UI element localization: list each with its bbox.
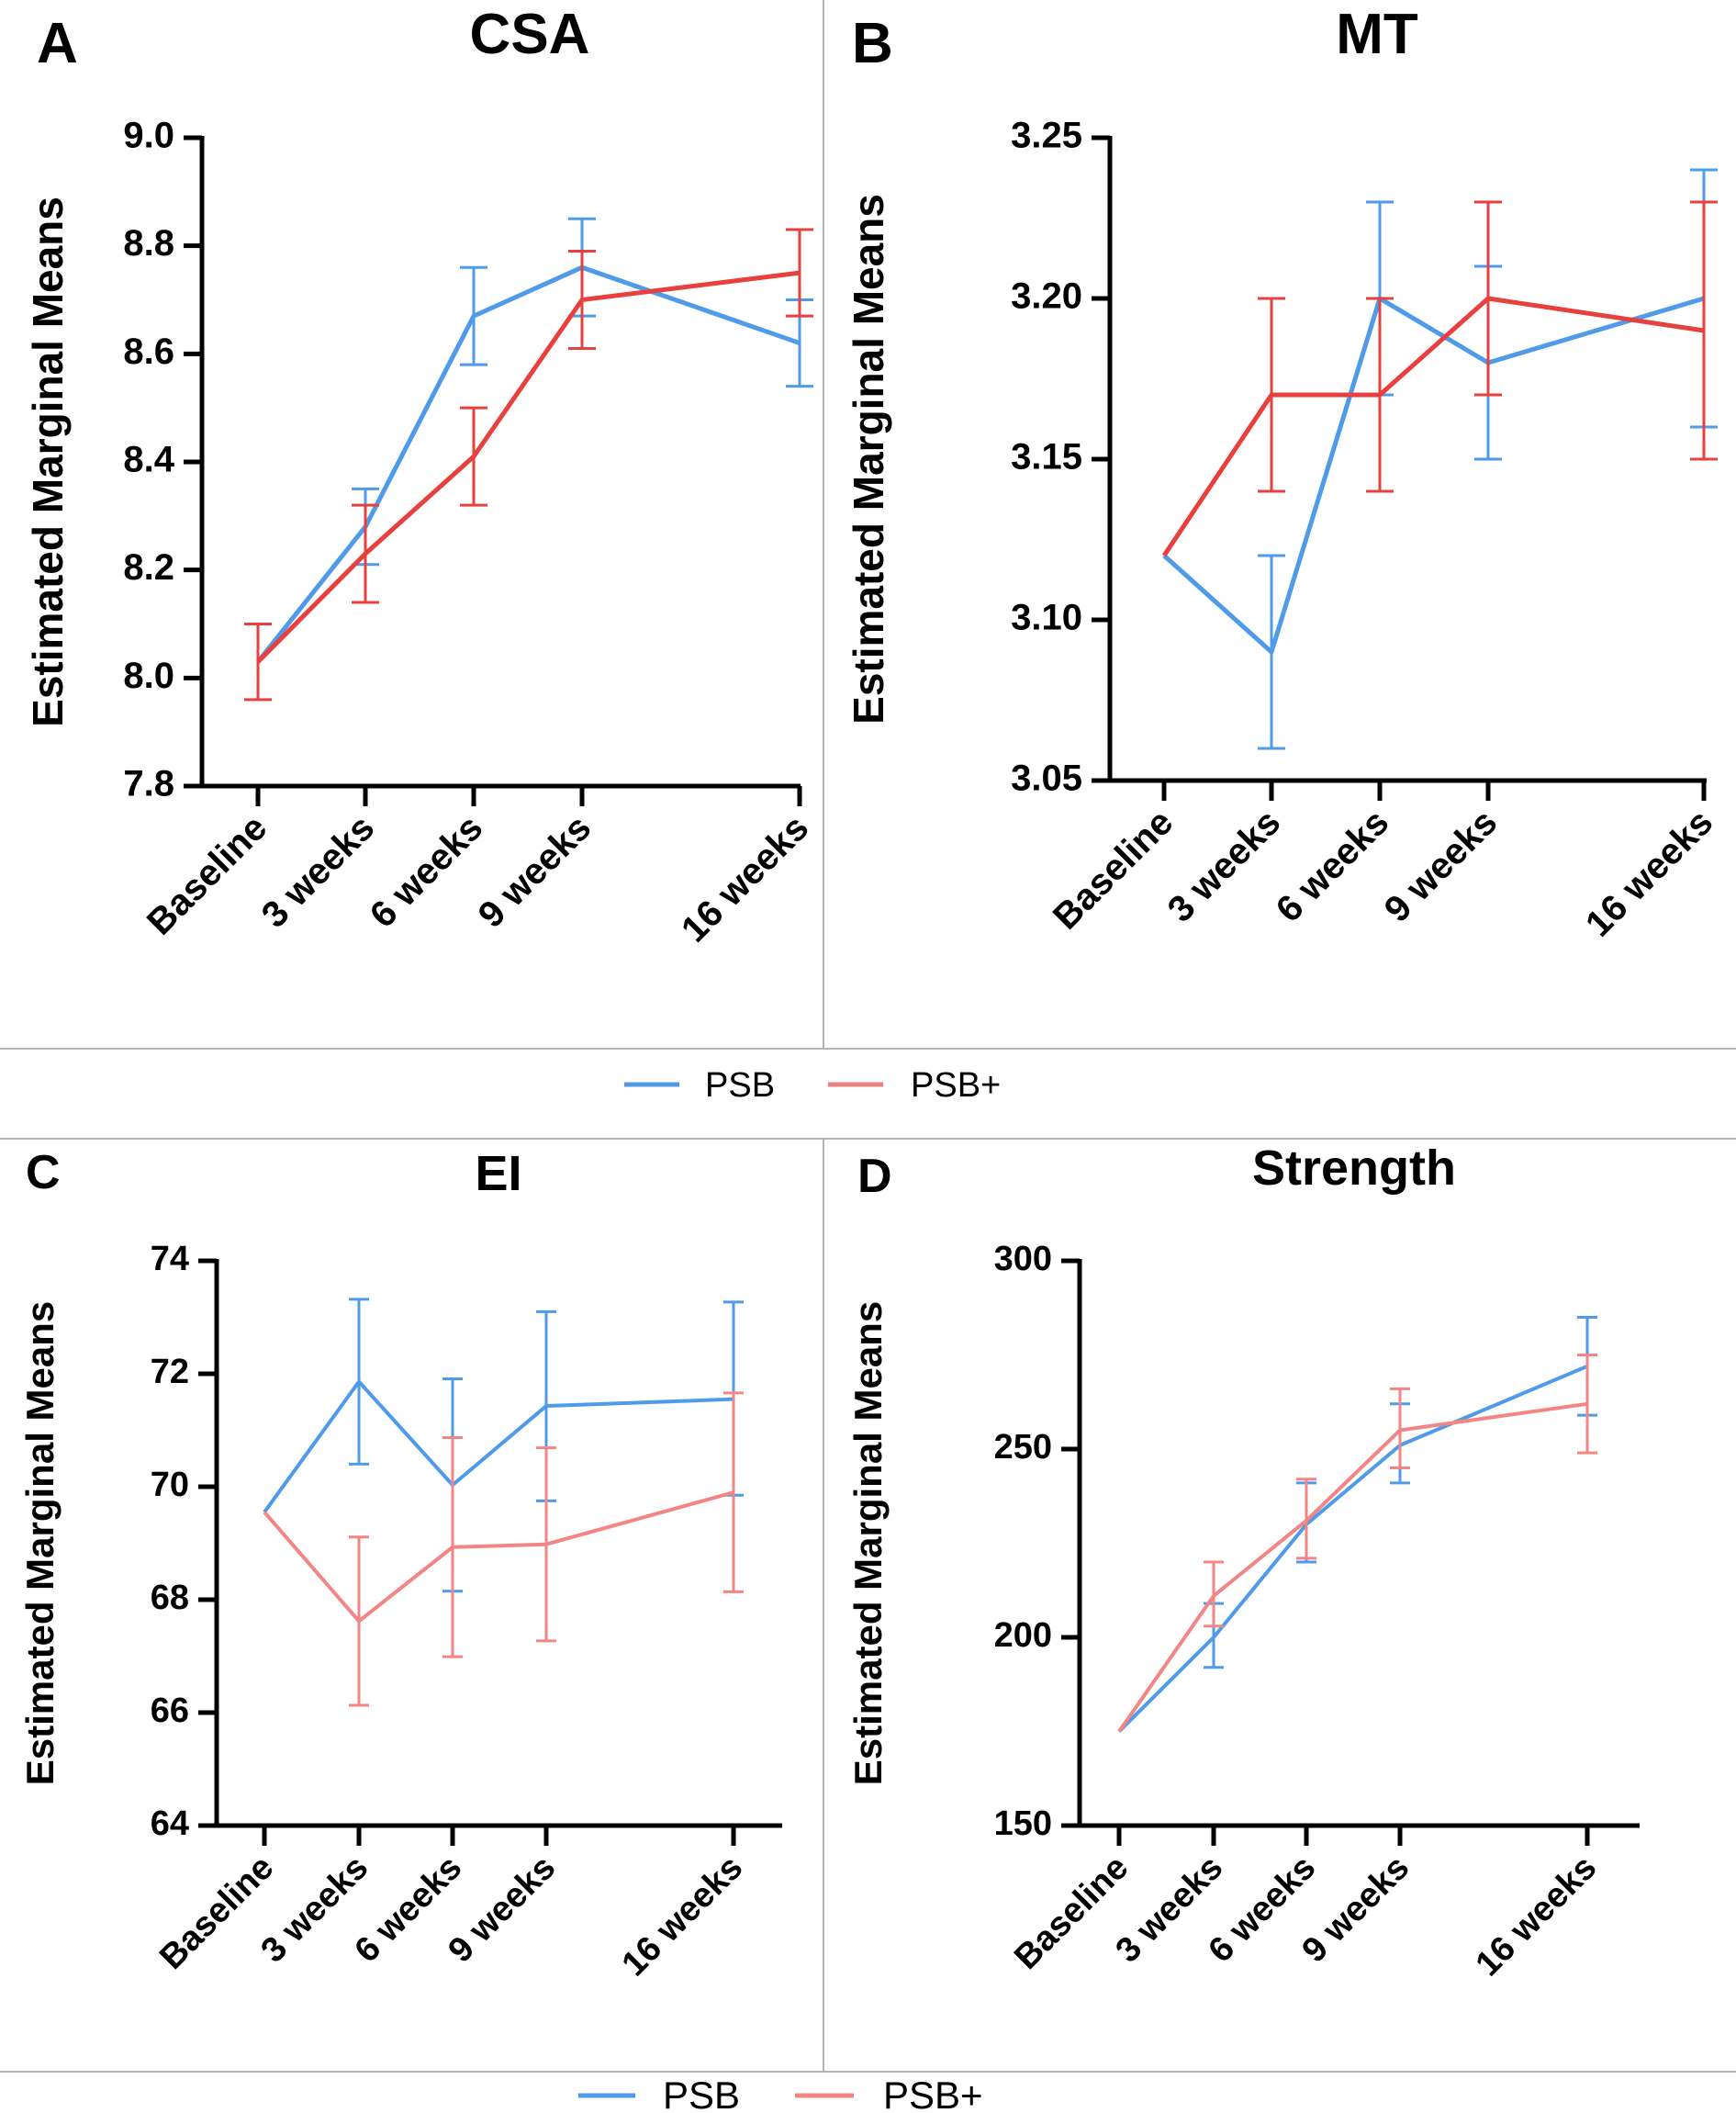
panel-c-ytick-label-1: 66	[151, 1692, 189, 1730]
panel-a-xlabel-1: 3 weeks	[254, 807, 383, 936]
panel-a-ytick-label-1: 8.0	[123, 656, 174, 696]
panel-a-ytick-label-2: 8.2	[123, 547, 174, 588]
panel-a-xlabel-3: 9 weeks	[471, 807, 599, 936]
legend-bottom-psb-label: PSB	[663, 2074, 740, 2113]
panel-a-ytick-label-4: 8.6	[123, 332, 174, 372]
panel-d-series-psb	[1117, 1316, 1597, 1733]
panel-d-ylabel: Estimated Marginal Means	[846, 1301, 890, 1785]
panel-b-series-psb	[1162, 168, 1718, 750]
panel-c-letter: C	[26, 1146, 61, 1199]
panel-d-ytick-label-3: 300	[994, 1240, 1052, 1278]
panel-b-xlabel-1: 3 weeks	[1160, 802, 1289, 930]
panel-b-ytick-label-4: 3.25	[1011, 116, 1082, 156]
panel-c-ytick-label-2: 68	[151, 1579, 189, 1617]
panel-b-xlabel-4: 16 weeks	[1578, 802, 1720, 944]
panel-b-psb-line	[1162, 296, 1705, 655]
panel-d-xlabel-0: Baseline	[1007, 1849, 1136, 1977]
panel-a-xlabel-0: Baseline	[140, 807, 274, 942]
panel-b-xlabel-3: 9 weeks	[1377, 802, 1506, 930]
panel-b-ytick-label-2: 3.15	[1011, 437, 1082, 478]
panel-a-ytick-label-5: 8.8	[123, 223, 174, 264]
panel-a-xlabel-4: 16 weeks	[674, 807, 816, 950]
panel-d-psb-line	[1117, 1364, 1588, 1733]
panel-c-ytick-label-0: 64	[151, 1804, 189, 1843]
panel-c-ytick-label-5: 74	[151, 1240, 189, 1278]
legend-top-psb-label: PSB	[705, 1066, 775, 1105]
panel-a-series-psb	[256, 217, 813, 664]
panel-d-psbplus-line	[1117, 1401, 1588, 1733]
panel-a-ytick-label-6: 9.0	[123, 116, 174, 156]
panel-c-ytick-label-3: 70	[151, 1466, 189, 1504]
panel-c-ylabel: Estimated Marginal Means	[18, 1301, 62, 1785]
panel-d-ytick-label-0: 150	[994, 1804, 1052, 1843]
legend-top-psbplus-label: PSB+	[911, 1066, 1001, 1105]
panel-d-title: Strength	[1252, 1141, 1456, 1196]
panel-a-xlabel-2: 6 weeks	[363, 807, 491, 936]
panel-b: B MT Estimated Marginal Means 3.05 3.10 3.15 3…	[845, 3, 1720, 945]
panel-b-psbplus-line	[1161, 296, 1705, 557]
panels: A CSA Estimated Marginal Means 7.8 8.0 8.2 8.4…	[18, 3, 1720, 1984]
panel-c-series-psbplus	[263, 1391, 744, 1707]
panel-a-psbplus-line	[256, 270, 801, 664]
panel-a-psb-line	[256, 264, 801, 664]
panel-b-xlabel-0: Baseline	[1046, 802, 1181, 937]
panel-d-xlabel-4: 16 weeks	[1469, 1849, 1605, 1984]
panel-d-letter: D	[857, 1150, 892, 1203]
panel-b-letter: B	[852, 12, 893, 75]
panel-b-ytick-label-3: 3.20	[1011, 276, 1082, 317]
panel-a-letter: A	[37, 12, 78, 75]
panel-a-series-psbplus	[244, 228, 813, 702]
panel-a: A CSA Estimated Marginal Means 7.8 8.0 8.2 8.4…	[24, 3, 816, 950]
panel-c-psb-line	[263, 1379, 734, 1513]
panel-a-ytick-label-0: 7.8	[123, 764, 174, 804]
panel-d-series-psbplus	[1117, 1354, 1597, 1733]
legend-top: PSB PSB+	[624, 1066, 1001, 1105]
panel-b-series-psbplus	[1161, 200, 1718, 557]
panel-a-ylabel: Estimated Marginal Means	[24, 197, 72, 727]
panel-d-ytick-label-1: 200	[994, 1616, 1052, 1655]
panel-b-title: MT	[1336, 3, 1418, 66]
panel-a-ytick-label-3: 8.4	[123, 440, 174, 480]
legend-bottom: PSB PSB+	[578, 2074, 983, 2113]
panel-c-xlabel-0: Baseline	[152, 1849, 281, 1977]
panel-c-xlabel-4: 16 weeks	[615, 1849, 751, 1984]
panel-c-ytick-label-4: 72	[151, 1353, 189, 1391]
panel-b-ytick-label-1: 3.10	[1011, 598, 1082, 638]
legend-bottom-psbplus-label: PSB+	[883, 2074, 983, 2113]
panel-b-ylabel: Estimated Marginal Means	[845, 194, 892, 725]
panel-a-title: CSA	[470, 3, 590, 66]
panel-c-title: EI	[475, 1146, 521, 1201]
panel-d-ytick-label-2: 250	[994, 1428, 1052, 1467]
panel-c: C EI Estimated Marginal Means 64 66 68 70 72 74 B…	[18, 1146, 782, 1984]
panel-b-xlabel-2: 6 weeks	[1269, 802, 1397, 930]
panel-d: D Strength Estimated Marginal Means 150 200 2…	[846, 1141, 1640, 1984]
panel-c-psbplus-line	[263, 1490, 734, 1624]
panel-b-ytick-label-0: 3.05	[1011, 759, 1082, 799]
